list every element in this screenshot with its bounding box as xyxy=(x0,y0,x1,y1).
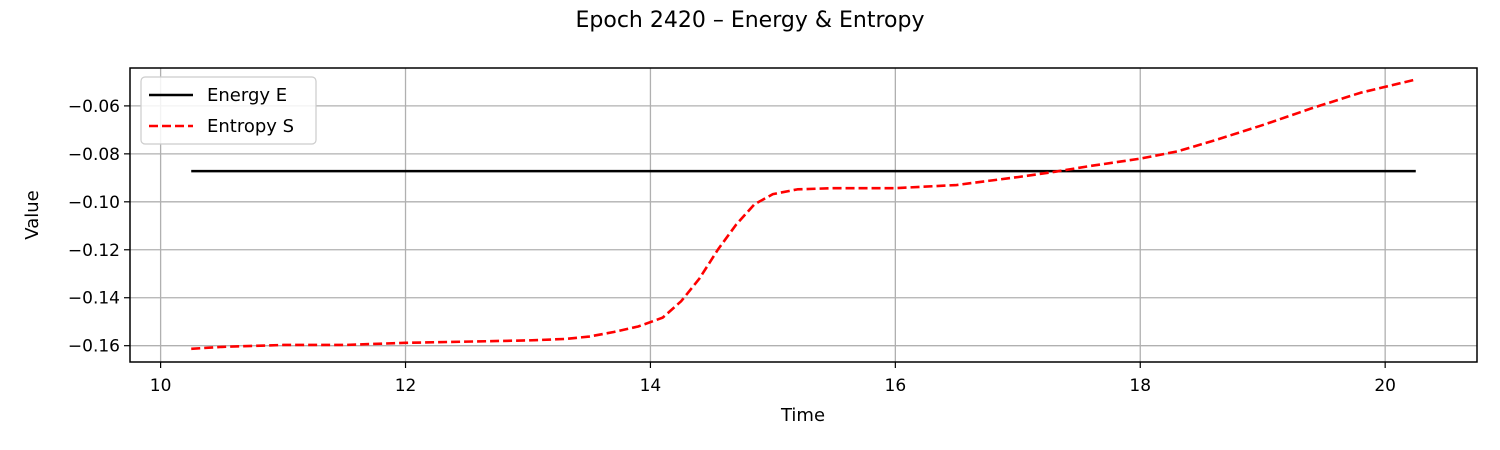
y-tick-label: −0.08 xyxy=(68,145,120,165)
y-tick-label: −0.14 xyxy=(68,289,120,309)
plot-area-frame xyxy=(129,67,1478,363)
x-tick-label: 20 xyxy=(1374,376,1396,396)
y-tick-label: −0.12 xyxy=(68,241,120,261)
y-tick-label: −0.16 xyxy=(68,337,120,357)
legend-label-entropy: Entropy S xyxy=(207,116,294,137)
x-tick-label: 14 xyxy=(640,376,662,396)
x-tick-label: 18 xyxy=(1129,376,1151,396)
x-tick-label: 16 xyxy=(885,376,907,396)
legend-label-energy: Energy E xyxy=(207,85,287,106)
legend: Energy E Entropy S xyxy=(140,76,317,145)
x-tick-label: 12 xyxy=(395,376,417,396)
y-axis-label: Value xyxy=(22,190,43,239)
x-tick-label: 10 xyxy=(150,376,172,396)
y-axis-ticks: −0.16 −0.14 −0.12 −0.10 −0.08 −0.06 xyxy=(68,97,130,357)
x-axis-ticks: 10 12 14 16 18 20 xyxy=(150,362,1396,396)
chart-title: Epoch 2420 – Energy & Entropy xyxy=(576,8,925,33)
x-axis-label: Time xyxy=(780,405,825,426)
y-tick-label: −0.06 xyxy=(68,97,120,117)
grid xyxy=(130,68,1477,362)
y-tick-label: −0.10 xyxy=(68,193,120,213)
series-lines xyxy=(191,78,1417,351)
